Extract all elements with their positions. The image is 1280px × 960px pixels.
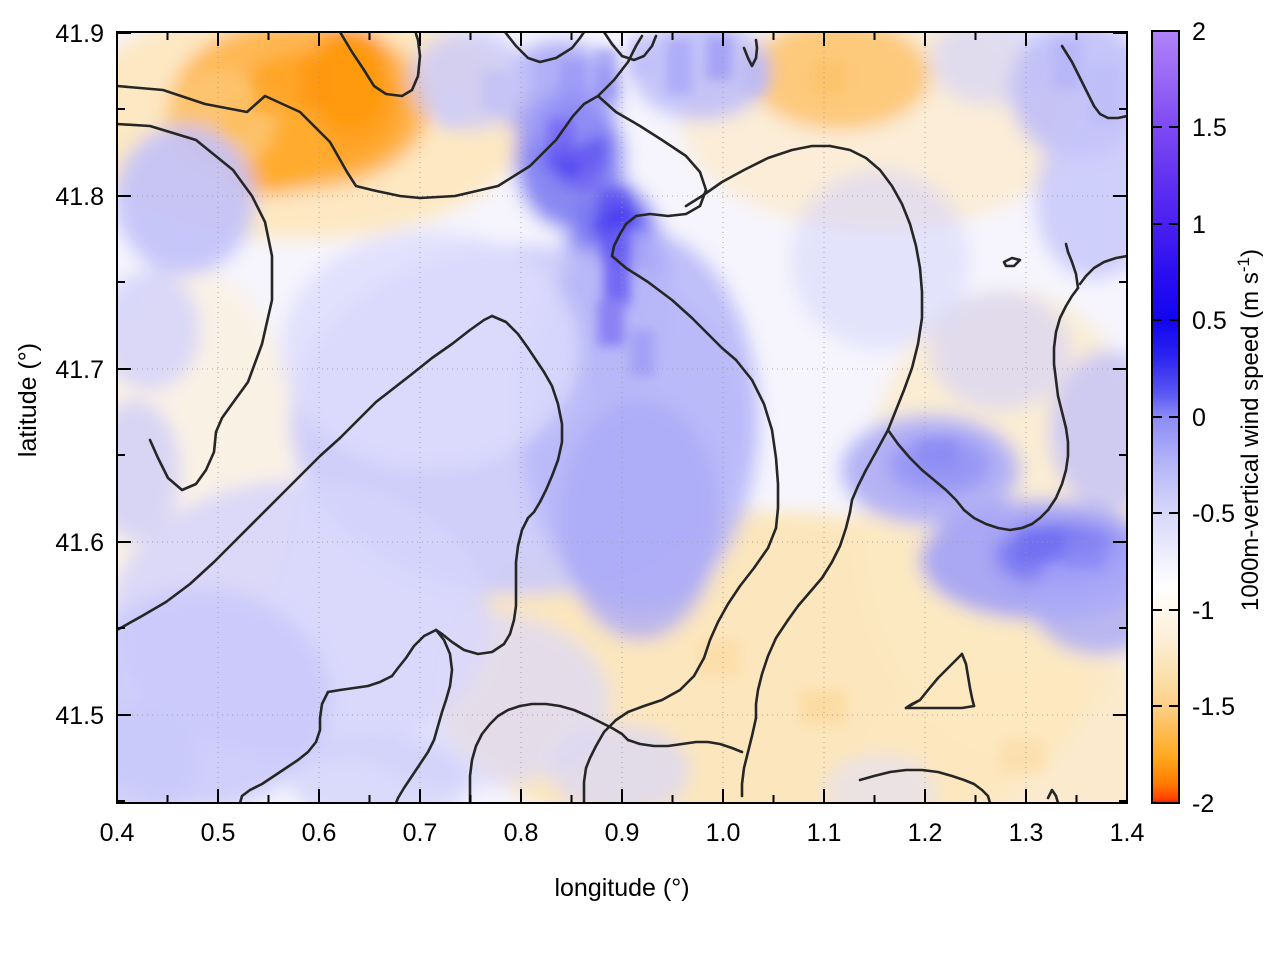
x-tick-label: 0.4 bbox=[100, 819, 135, 847]
cb-tick-label: 2 bbox=[1192, 18, 1206, 46]
colorbar-title-exponent: -1 bbox=[1234, 257, 1253, 272]
cb-tick-label: 1 bbox=[1192, 211, 1206, 239]
x-axis-tick-labels: 0.4 0.5 0.6 0.7 0.8 0.9 1.0 1.1 1.2 1.3 … bbox=[100, 819, 1145, 847]
y-tick-label: 41.5 bbox=[55, 702, 104, 730]
colorbar-tick-labels: 2 1.5 1 0.5 0 -0.5 -1 -1.5 -2 bbox=[1192, 18, 1235, 818]
x-tick-label: 0.5 bbox=[201, 819, 236, 847]
cb-tick-label: -2 bbox=[1192, 790, 1214, 818]
x-tick-label: 1.0 bbox=[706, 819, 741, 847]
svg-text:1000m-vertical wind speed (m s: 1000m-vertical wind speed (m s-1) bbox=[1234, 249, 1264, 611]
y-axis-ticks bbox=[117, 32, 1127, 802]
colorbar-title-close: ) bbox=[1237, 249, 1264, 257]
cb-tick-label: 0 bbox=[1192, 404, 1206, 432]
cb-tick-label: -1.5 bbox=[1192, 693, 1235, 721]
cb-tick-label: 0.5 bbox=[1192, 307, 1227, 335]
contour-lines bbox=[117, 32, 1127, 803]
y-tick-label: 41.8 bbox=[55, 183, 104, 211]
y-axis-tick-labels: 41.5 41.6 41.7 41.8 41.9 bbox=[55, 20, 104, 730]
y-tick-label: 41.6 bbox=[55, 529, 104, 557]
x-tick-label: 1.4 bbox=[1110, 819, 1145, 847]
x-axis-title: longitude (°) bbox=[554, 874, 689, 902]
x-tick-label: 0.8 bbox=[504, 819, 539, 847]
cb-tick-label: -0.5 bbox=[1192, 500, 1235, 528]
x-tick-label: 0.9 bbox=[605, 819, 640, 847]
colorbar-title: 1000m-vertical wind speed (m s bbox=[1237, 272, 1264, 611]
colorbar-ticks bbox=[1152, 30, 1179, 804]
y-tick-label: 41.9 bbox=[55, 20, 104, 48]
cb-tick-label: 1.5 bbox=[1192, 114, 1227, 142]
x-tick-label: 0.6 bbox=[302, 819, 337, 847]
x-axis-ticks bbox=[116, 32, 1128, 803]
y-axis-title: latitude (°) bbox=[14, 343, 42, 457]
cb-tick-label: -1 bbox=[1192, 597, 1214, 625]
heatmap-field bbox=[117, 32, 1127, 803]
y-tick-label: 41.7 bbox=[55, 356, 104, 384]
x-tick-label: 1.1 bbox=[807, 819, 842, 847]
colorbar: 2 1.5 1 0.5 0 -0.5 -1 -1.5 -2 1000m-vert… bbox=[1151, 18, 1264, 818]
colorbar-title-group: 1000m-vertical wind speed (m s-1) bbox=[1234, 249, 1264, 611]
x-tick-label: 0.7 bbox=[403, 819, 438, 847]
x-tick-label: 1.3 bbox=[1009, 819, 1044, 847]
x-tick-label: 1.2 bbox=[908, 819, 943, 847]
